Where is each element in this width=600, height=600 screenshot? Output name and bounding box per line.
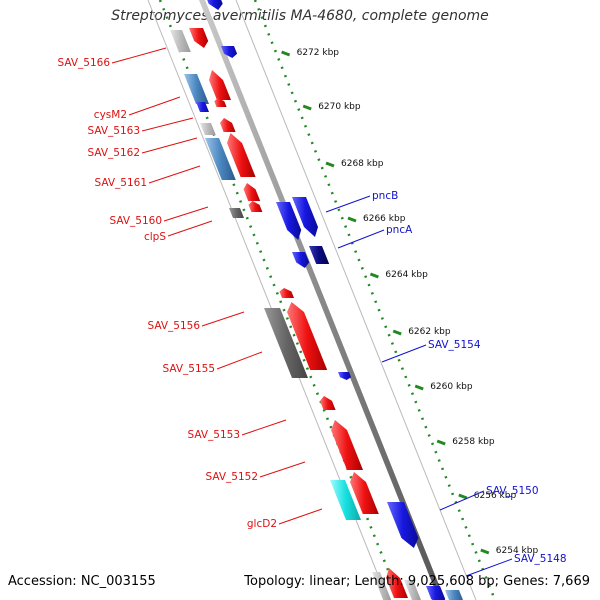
gene-features xyxy=(170,0,464,600)
gene-label[interactable]: pncA xyxy=(386,224,413,236)
gene-label[interactable]: SAV_5163 xyxy=(87,125,140,137)
tick-label: 6262 kbp xyxy=(408,327,451,337)
tick-mark xyxy=(436,439,446,446)
tick-mark xyxy=(458,493,468,500)
gene-leader-line xyxy=(439,490,485,511)
gene-feature[interactable] xyxy=(404,580,421,600)
gene-label[interactable]: glcD2 xyxy=(247,518,277,530)
scale-ticks: 6272 kbp 6270 kbp 6268 kbp 6266 kbp 6264 kbp… xyxy=(281,48,539,556)
genome-summary-text: Topology: linear; Length: 9,025,608 bp; … xyxy=(244,574,590,589)
tick-label: 6256 kbp xyxy=(474,491,517,501)
tick-label: 6266 kbp xyxy=(363,214,406,224)
tick-mark xyxy=(414,384,424,391)
gene-label[interactable]: SAV_5150 xyxy=(486,485,539,497)
tick-label: 6264 kbp xyxy=(385,270,428,280)
gene-feature[interactable] xyxy=(221,46,238,58)
tick-label: 6272 kbp xyxy=(297,48,340,58)
gene-feature[interactable] xyxy=(220,118,236,132)
tick-label: 6254 kbp xyxy=(496,546,539,556)
gene-leader-line xyxy=(241,419,287,436)
gene-leader-line xyxy=(201,311,245,327)
gene-feature[interactable] xyxy=(184,74,209,104)
gene-feature[interactable] xyxy=(426,586,446,600)
tick-mark xyxy=(392,329,402,336)
gene-feature[interactable] xyxy=(205,138,236,180)
gene-label[interactable]: SAV_5154 xyxy=(428,339,481,351)
gene-label[interactable]: SAV_5156 xyxy=(147,320,200,332)
gene-feature[interactable] xyxy=(196,102,209,112)
gene-feature[interactable] xyxy=(320,396,336,410)
scale-dotted-lines xyxy=(158,0,497,600)
gene-leader-line xyxy=(111,47,167,64)
gene-labels: SAV_5166 cysM2 SAV_5163 SAV_5162 SAV_5161 SAV… xyxy=(57,47,567,577)
gene-leader-line xyxy=(148,165,201,184)
gene-label[interactable]: clpS xyxy=(144,231,166,243)
tick-label: 6260 kbp xyxy=(430,382,473,392)
gene-label[interactable]: SAV_5166 xyxy=(57,57,110,69)
gene-feature[interactable] xyxy=(309,246,330,264)
gene-feature[interactable] xyxy=(338,372,352,380)
gene-feature[interactable] xyxy=(200,123,216,135)
tick-mark xyxy=(369,272,379,279)
tick-label: 6270 kbp xyxy=(318,102,361,112)
gene-leader-line xyxy=(325,195,371,213)
gene-feature[interactable] xyxy=(227,133,256,177)
gene-feature[interactable] xyxy=(331,420,363,470)
gene-label[interactable]: SAV_5148 xyxy=(514,553,567,565)
tick-mark xyxy=(281,50,291,57)
gene-feature[interactable] xyxy=(287,302,328,370)
gene-feature[interactable] xyxy=(170,30,191,52)
gene-feature[interactable] xyxy=(204,0,223,10)
gene-leader-line xyxy=(141,137,198,154)
gene-feature[interactable] xyxy=(214,98,227,107)
gene-feature[interactable] xyxy=(372,572,392,600)
tick-mark xyxy=(302,104,312,111)
gene-feature[interactable] xyxy=(330,480,361,520)
gene-leader-line xyxy=(128,96,181,116)
gene-feature[interactable] xyxy=(445,590,464,600)
gene-label[interactable]: cysM2 xyxy=(94,109,127,121)
gene-leader-line xyxy=(141,117,194,132)
tick-mark xyxy=(480,548,490,555)
gene-feature[interactable] xyxy=(292,197,318,237)
gene-label[interactable]: SAV_5161 xyxy=(94,177,147,189)
gene-label[interactable]: SAV_5152 xyxy=(205,471,258,483)
gene-feature[interactable] xyxy=(279,288,294,298)
gene-feature[interactable] xyxy=(209,70,231,100)
gene-leader-line xyxy=(337,229,385,249)
tick-mark xyxy=(347,216,357,223)
gene-leader-line xyxy=(216,351,263,370)
gene-feature[interactable] xyxy=(387,502,419,548)
gene-label[interactable]: pncB xyxy=(372,190,398,202)
gene-feature[interactable] xyxy=(189,28,209,48)
tick-label: 6268 kbp xyxy=(341,159,384,169)
accession-text: Accession: NC_003155 xyxy=(8,574,156,589)
gene-feature[interactable] xyxy=(243,183,261,201)
tick-label: 6258 kbp xyxy=(452,437,495,447)
gene-label[interactable]: SAV_5162 xyxy=(87,147,140,159)
gene-feature[interactable] xyxy=(276,202,302,240)
gene-feature[interactable] xyxy=(248,201,263,212)
genome-backbone xyxy=(199,0,445,600)
gene-leader-line xyxy=(381,344,427,363)
gene-label[interactable]: SAV_5160 xyxy=(109,215,162,227)
gene-label[interactable]: SAV_5153 xyxy=(187,429,240,441)
gene-leader-line xyxy=(163,206,209,222)
gene-feature[interactable] xyxy=(229,208,244,218)
gene-feature[interactable] xyxy=(292,252,310,268)
gene-feature[interactable] xyxy=(350,472,379,514)
gene-label[interactable]: SAV_5155 xyxy=(162,363,215,375)
gene-leader-line xyxy=(465,558,513,577)
gene-feature[interactable] xyxy=(386,568,408,598)
gene-leader-line xyxy=(259,461,306,478)
tick-mark xyxy=(325,161,335,168)
gene-leader-line xyxy=(278,508,323,525)
gene-leader-line xyxy=(167,220,213,237)
gene-feature[interactable] xyxy=(264,308,308,378)
